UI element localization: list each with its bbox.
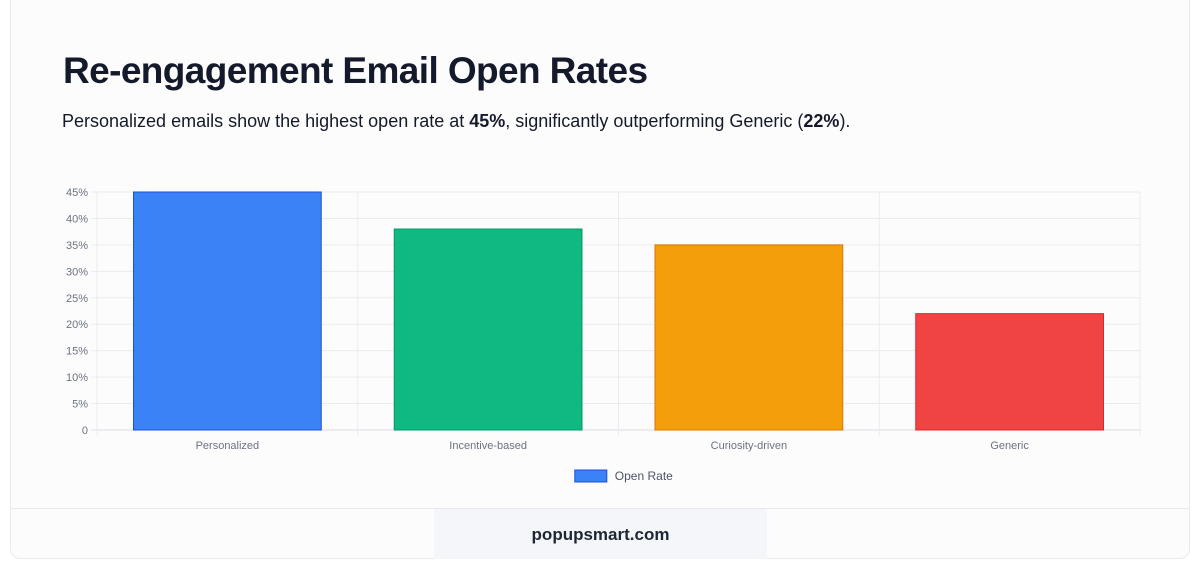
- bar: [654, 244, 844, 431]
- y-tick-label: 5%: [72, 399, 88, 411]
- x-tick-label: Generic: [990, 440, 1029, 452]
- bar: [915, 313, 1104, 431]
- subtitle-highlight: 45%: [469, 111, 506, 131]
- x-tick-label: Incentive-based: [449, 440, 527, 452]
- y-tick-label: 40%: [66, 213, 88, 225]
- legend-swatch: [574, 469, 608, 483]
- bar-chart: 0 5% 10% 15% 20% 25% 30% 35% 40% 45% Personalized I…: [66, 187, 1141, 483]
- bar: [393, 228, 583, 431]
- bar: [133, 191, 322, 431]
- x-tick-label: Personalized: [196, 440, 260, 452]
- subtitle-text: Personalized emails show the highest ope…: [62, 111, 470, 131]
- footer-divider: [11, 508, 1189, 509]
- subtitle-highlight: 22%: [803, 111, 840, 131]
- subtitle-text: ).: [839, 111, 851, 131]
- y-tick-label: 15%: [66, 346, 88, 358]
- y-tick-label: 25%: [66, 293, 88, 305]
- legend-label: Open Rate: [615, 469, 673, 483]
- y-tick-label: 30%: [66, 266, 88, 278]
- x-tick-label: Curiosity-driven: [711, 440, 787, 452]
- y-tick-label: 10%: [66, 372, 88, 384]
- chart-subtitle: Personalized emails show the highest ope…: [62, 111, 850, 132]
- footer-brand-box: [434, 509, 767, 559]
- chart-card: Re-engagement Email Open Rates Personali…: [10, 0, 1190, 559]
- footer-brand: popupsmart.com: [531, 525, 670, 544]
- y-tick-label: 0: [82, 425, 88, 437]
- subtitle-text: , significantly outperforming Generic (: [505, 111, 804, 131]
- y-tick-label: 45%: [66, 187, 88, 199]
- y-tick-label: 35%: [66, 240, 88, 252]
- page-title: Re-engagement Email Open Rates: [63, 50, 648, 91]
- y-tick-label: 20%: [66, 319, 88, 331]
